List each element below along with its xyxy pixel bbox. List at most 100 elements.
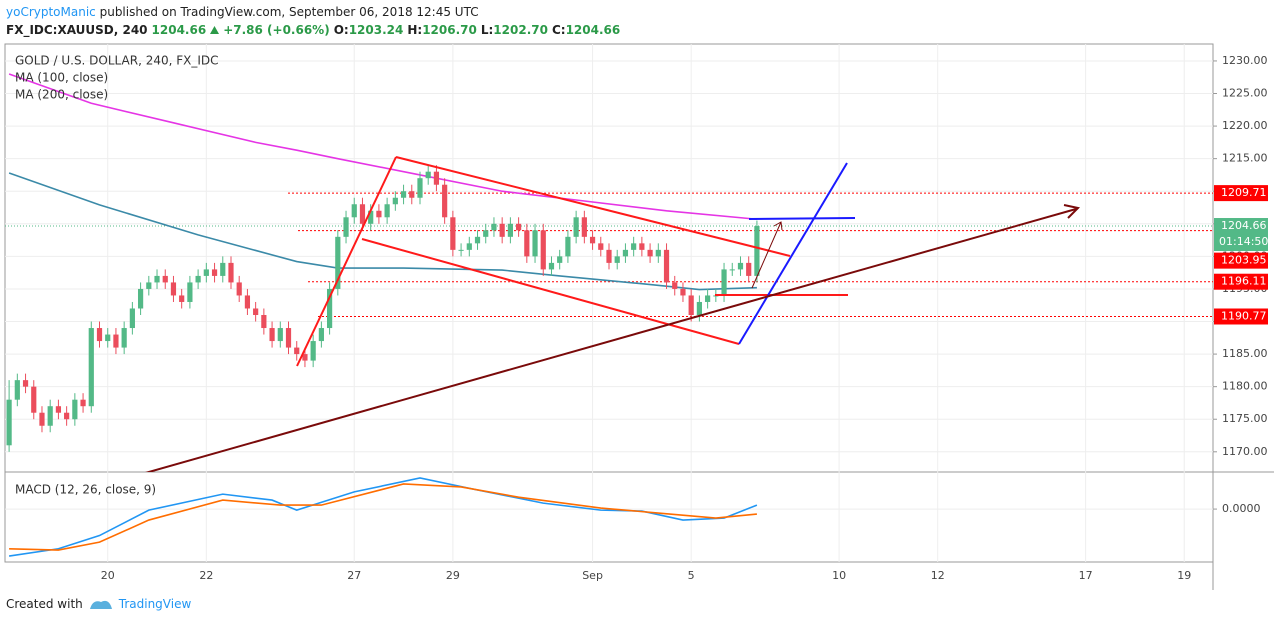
- candle-body: [737, 262, 744, 270]
- candle-body: [113, 334, 119, 348]
- candle-body: [22, 380, 29, 387]
- candle-body: [647, 249, 653, 257]
- ohlc-value: 1203.24: [348, 23, 404, 37]
- candle-body: [688, 295, 694, 316]
- candle-body: [622, 249, 629, 257]
- y-tick-label: 0.0000: [1222, 502, 1261, 515]
- candle-body: [351, 204, 357, 218]
- candle-body: [137, 288, 144, 309]
- ohlc: O:1203.24 H:1206.70 L:1202.70 C:1204.66: [334, 21, 625, 39]
- candle-body: [146, 282, 152, 289]
- candle-body: [392, 197, 398, 205]
- x-tick-label: 12: [931, 569, 945, 582]
- candle-body: [499, 223, 505, 237]
- ohlc-label: C:: [551, 23, 566, 37]
- legend-entry: MA (100, close): [15, 71, 108, 85]
- candle-body: [64, 412, 70, 420]
- x-tick-label: 22: [199, 569, 213, 582]
- y-tick-label: 1175.00: [1222, 412, 1268, 425]
- candle-body: [343, 217, 349, 237]
- author[interactable]: yoCryptoManic: [6, 5, 96, 19]
- candle-body: [47, 406, 53, 426]
- candle-body: [729, 269, 735, 271]
- frame: [4, 43, 1214, 563]
- change: +7.86 (+0.66%): [223, 23, 330, 37]
- candle-body: [425, 171, 431, 179]
- y-tick-label: 1230.00: [1222, 54, 1268, 67]
- created: Created with: [6, 597, 83, 611]
- x-tick-label: 29: [446, 569, 460, 582]
- candle-body: [170, 282, 177, 296]
- candle-body: [581, 217, 587, 237]
- candle-body: [532, 230, 538, 257]
- ohlc-value: 1202.70: [493, 23, 548, 37]
- candle-body: [589, 236, 596, 244]
- x-tick-label: 19: [1177, 569, 1191, 582]
- last: 1204.66: [151, 23, 207, 37]
- brand[interactable]: TradingView: [118, 597, 192, 611]
- candle-body: [409, 191, 415, 198]
- price-label: 1190.77: [1221, 309, 1267, 322]
- candle-body: [466, 243, 472, 250]
- candle-body: [14, 380, 20, 400]
- y-tick-label: 1225.00: [1222, 87, 1268, 100]
- candle-body: [548, 262, 555, 270]
- candle-body: [442, 184, 448, 218]
- candle-body: [754, 226, 760, 276]
- macd-line: [8, 477, 758, 557]
- candle-body: [88, 328, 94, 407]
- candle-body: [524, 230, 530, 257]
- price-label: 1203.95: [1221, 254, 1267, 267]
- publish-line: yoCryptoManic published on TradingView.c…: [6, 3, 624, 21]
- y-tick-label: 1170.00: [1222, 445, 1268, 458]
- candle-body: [310, 341, 316, 361]
- candle-body: [417, 178, 423, 198]
- price-label-box: [1214, 273, 1268, 290]
- level-line: [748, 217, 856, 220]
- y-tick-label: 1215.00: [1222, 152, 1268, 165]
- x-tick-label: 27: [347, 569, 361, 582]
- candle-body: [384, 204, 390, 218]
- candle-body: [129, 308, 135, 329]
- ohlc-label: H:: [407, 23, 423, 37]
- macd-line: [9, 483, 757, 551]
- candle-body: [672, 282, 678, 289]
- candle-body: [400, 191, 407, 198]
- symbol-line: FX_IDC:XAUUSD, 240 1204.66 +7.86 (+0.66%…: [6, 21, 624, 39]
- trend-line: [738, 162, 848, 345]
- x-tick-label: 5: [688, 569, 695, 582]
- candle-body: [162, 275, 168, 283]
- y-tick-label: 1180.00: [1222, 380, 1268, 393]
- ohlc-label: L:: [480, 23, 494, 37]
- candle-body: [721, 269, 727, 296]
- symbol: FX_IDC:XAUUSD, 240: [6, 23, 148, 37]
- ohlc-label: O:: [333, 23, 349, 37]
- price-label: 1209.71: [1221, 186, 1267, 199]
- channel-line: [361, 238, 740, 345]
- candle-body: [450, 217, 456, 250]
- x-tick-label: 10: [832, 569, 846, 582]
- candle-body: [80, 399, 86, 407]
- up-icon: [210, 26, 220, 34]
- drawings: [145, 156, 1081, 472]
- candle-body: [72, 399, 78, 420]
- footer: Created with TradingView: [6, 597, 191, 611]
- candle-body: [105, 334, 111, 342]
- channel-line: [296, 156, 397, 367]
- candle-body: [39, 412, 45, 426]
- trend-arrow: [145, 208, 1077, 472]
- candle-body: [121, 328, 127, 348]
- price-label: 1196.11: [1221, 275, 1267, 288]
- header: yoCryptoManic published on TradingView.c…: [6, 3, 624, 39]
- candle-body: [211, 269, 218, 276]
- countdown: 01:14:50: [1219, 235, 1268, 248]
- candle-body: [655, 249, 661, 257]
- candle-body: [663, 249, 670, 283]
- candle-body: [179, 295, 185, 302]
- candle-body: [540, 230, 546, 270]
- last-price-label: 1204.66: [1221, 219, 1267, 232]
- ohlc-value: 1204.66: [565, 23, 621, 37]
- arrow-head: [1063, 204, 1081, 219]
- price-label-box: [1214, 185, 1268, 202]
